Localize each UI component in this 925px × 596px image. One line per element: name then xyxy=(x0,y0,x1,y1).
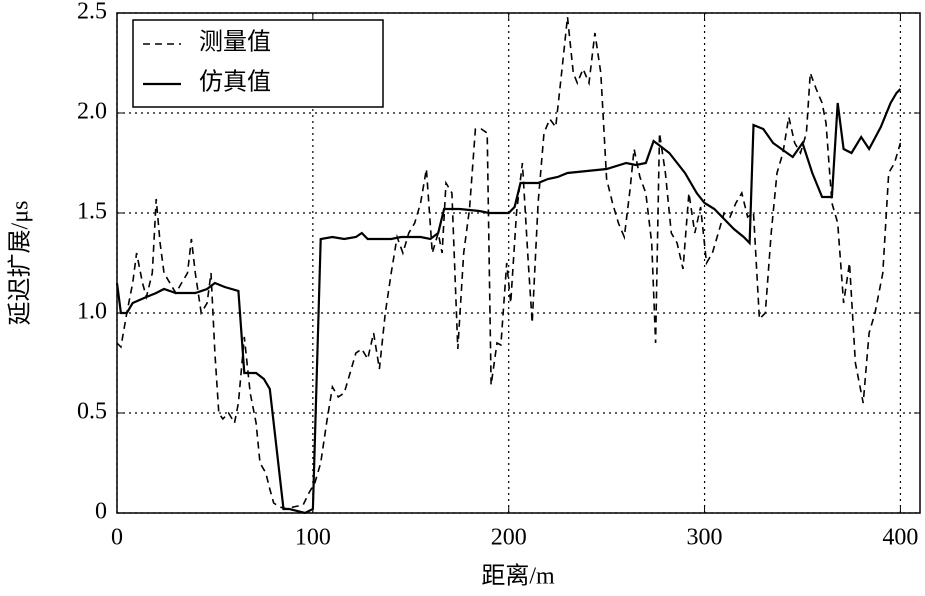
x-tick-label: 200 xyxy=(491,525,527,551)
y-axis-label: 延迟扩展/μs xyxy=(7,201,34,326)
y-tick-label: 0.5 xyxy=(77,399,107,425)
data-line xyxy=(116,16,902,510)
x-tick-label: 100 xyxy=(295,525,331,551)
legend-box xyxy=(132,19,384,108)
y-tick-label: 0 xyxy=(95,499,107,525)
x-axis-label: 距离/m xyxy=(481,563,555,590)
y-tick-label: 2.5 xyxy=(77,0,107,25)
legend-label: 测量值 xyxy=(199,29,271,56)
y-tick-label: 2.0 xyxy=(77,99,107,125)
data-line xyxy=(115,88,902,515)
y-tick-label: 1.5 xyxy=(77,199,107,225)
y-tick-label: 1.0 xyxy=(77,299,107,325)
x-tick-label: 300 xyxy=(687,525,723,551)
x-tick-label: 400 xyxy=(882,525,918,551)
plot-frame xyxy=(116,12,921,514)
legend-label: 仿真值 xyxy=(199,69,271,96)
x-tick-label: 0 xyxy=(111,525,123,551)
